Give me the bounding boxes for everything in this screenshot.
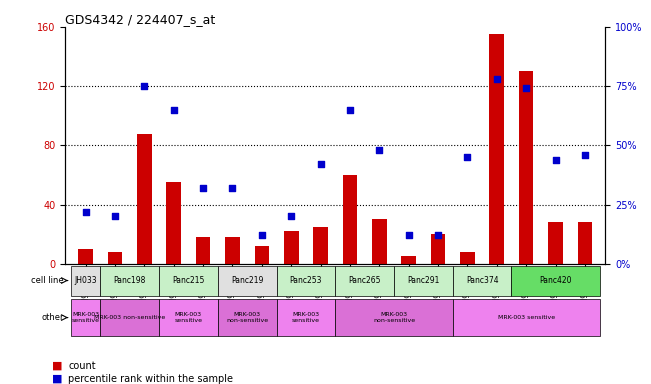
Text: MRK-003
non-sensitive: MRK-003 non-sensitive (226, 312, 268, 323)
Text: other: other (41, 313, 64, 322)
Text: MRK-003 sensitive: MRK-003 sensitive (497, 315, 555, 320)
FancyBboxPatch shape (218, 299, 277, 336)
Point (286, 214, 296, 220)
Text: ■: ■ (52, 374, 62, 384)
FancyBboxPatch shape (100, 299, 159, 336)
Bar (159, 27, 218, 264)
FancyBboxPatch shape (71, 299, 100, 336)
FancyBboxPatch shape (394, 265, 452, 296)
FancyBboxPatch shape (335, 265, 394, 296)
FancyBboxPatch shape (452, 265, 512, 296)
Bar (372, 219, 387, 264)
FancyBboxPatch shape (100, 265, 159, 296)
FancyBboxPatch shape (159, 265, 218, 296)
Bar (548, 222, 563, 264)
FancyBboxPatch shape (277, 299, 335, 336)
Point (579, 152, 590, 158)
Text: Panc265: Panc265 (348, 276, 381, 285)
Point (81, 209, 91, 215)
Bar (313, 227, 328, 264)
Point (404, 232, 414, 238)
Point (256, 232, 267, 238)
Point (169, 107, 179, 113)
Bar (218, 27, 277, 264)
Text: percentile rank within the sample: percentile rank within the sample (68, 374, 233, 384)
Bar (431, 234, 445, 264)
Point (433, 232, 443, 238)
Bar (284, 231, 299, 264)
Bar (519, 71, 533, 264)
Bar (225, 237, 240, 264)
Bar (107, 252, 122, 264)
Text: MRK-003 non-sensitive: MRK-003 non-sensitive (94, 315, 165, 320)
Bar (137, 134, 152, 264)
Text: GDS4342 / 224407_s_at: GDS4342 / 224407_s_at (65, 13, 215, 26)
Text: Panc215: Panc215 (173, 276, 204, 285)
Point (110, 214, 120, 220)
Point (345, 107, 355, 113)
Bar (78, 249, 93, 264)
Text: MRK-003
sensitive: MRK-003 sensitive (174, 312, 202, 323)
Bar (196, 237, 210, 264)
Bar (342, 175, 357, 264)
Text: cell line: cell line (31, 276, 64, 285)
Point (521, 85, 531, 91)
FancyBboxPatch shape (512, 265, 600, 296)
Text: count: count (68, 361, 96, 371)
Point (462, 154, 473, 160)
FancyBboxPatch shape (71, 265, 100, 296)
Text: Panc253: Panc253 (290, 276, 322, 285)
Point (198, 185, 208, 191)
Point (315, 161, 326, 167)
Bar (490, 34, 504, 264)
Point (550, 157, 561, 163)
Text: MRK-003
sensitive: MRK-003 sensitive (292, 312, 320, 323)
Text: Panc219: Panc219 (231, 276, 264, 285)
Bar (335, 27, 394, 264)
Text: Panc291: Panc291 (407, 276, 439, 285)
Bar (167, 182, 181, 264)
Text: Panc198: Panc198 (113, 276, 146, 285)
Point (492, 76, 502, 82)
FancyBboxPatch shape (452, 299, 600, 336)
Text: Panc420: Panc420 (539, 276, 572, 285)
Text: MRK-003
non-sensitive: MRK-003 non-sensitive (373, 312, 415, 323)
Text: ■: ■ (52, 361, 62, 371)
Text: MRK-003
sensitive: MRK-003 sensitive (72, 312, 100, 323)
Bar (512, 27, 600, 264)
Bar (401, 257, 416, 264)
Point (139, 83, 150, 89)
Bar (460, 252, 475, 264)
Bar (394, 27, 452, 264)
FancyBboxPatch shape (218, 265, 277, 296)
FancyBboxPatch shape (335, 299, 452, 336)
Bar (277, 27, 335, 264)
Text: JH033: JH033 (74, 276, 97, 285)
Point (227, 185, 238, 191)
Bar (255, 246, 270, 264)
Text: Panc374: Panc374 (465, 276, 499, 285)
Bar (71, 27, 100, 264)
Bar (452, 27, 512, 264)
FancyBboxPatch shape (159, 299, 218, 336)
Bar (100, 27, 159, 264)
Bar (577, 222, 592, 264)
FancyBboxPatch shape (277, 265, 335, 296)
Point (374, 147, 385, 153)
